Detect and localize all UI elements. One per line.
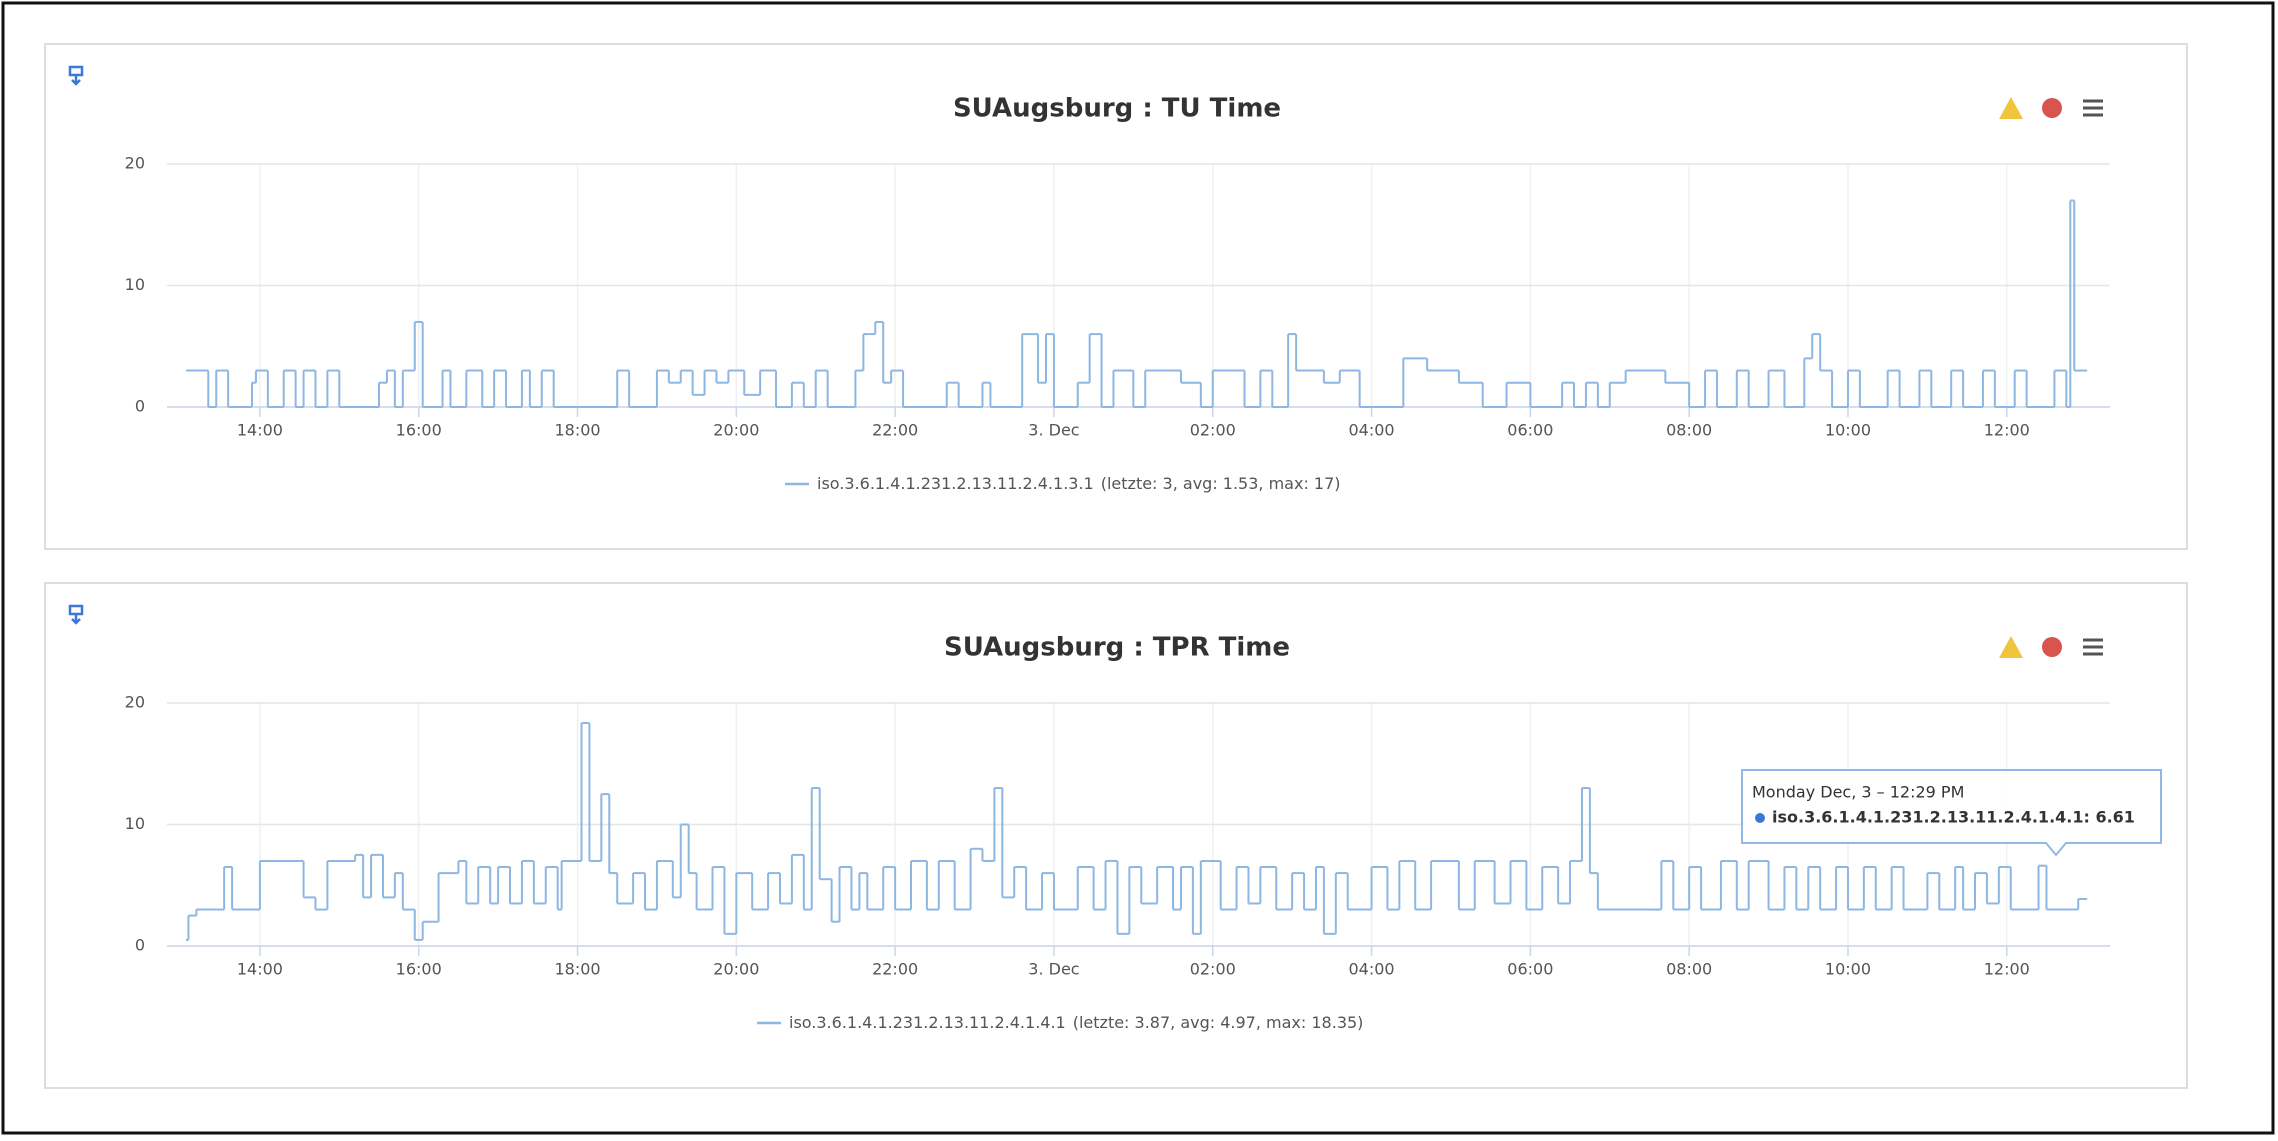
alert-icon[interactable] [2042, 98, 2062, 118]
x-tick-label: 06:00 [1507, 421, 1553, 440]
x-tick-label: 08:00 [1666, 421, 1712, 440]
warning-icon[interactable] [1999, 97, 2023, 119]
x-tick-label: 16:00 [396, 421, 442, 440]
legend-name: iso.3.6.1.4.1.231.2.13.11.2.4.1.4.1 [789, 1013, 1066, 1032]
x-tick-label: 08:00 [1666, 960, 1712, 979]
export-icon[interactable] [68, 65, 84, 86]
step-risers [187, 723, 2080, 940]
legend-entry[interactable]: iso.3.6.1.4.1.231.2.13.11.2.4.1.4.1 (letz… [789, 1013, 1363, 1032]
tooltip-dot [1755, 813, 1765, 823]
x-tick-label: 04:00 [1348, 421, 1394, 440]
y-tick-label: 0 [135, 397, 145, 416]
x-tick-label: 22:00 [872, 960, 918, 979]
y-tick-label: 20 [125, 154, 145, 173]
tooltip-label: iso.3.6.1.4.1.231.2.13.11.2.4.1.4.1: 6.6… [1772, 808, 2135, 827]
alert-icon[interactable] [2042, 637, 2062, 657]
x-tick-label: 14:00 [237, 960, 283, 979]
y-tick-label: 10 [125, 275, 145, 294]
x-tick-label: 3. Dec [1028, 421, 1079, 440]
step-risers [207, 200, 2076, 407]
x-tick-label: 12:00 [1984, 960, 2030, 979]
x-tick-label: 3. Dec [1028, 960, 1079, 979]
x-tick-label: 12:00 [1984, 421, 2030, 440]
legend-name: iso.3.6.1.4.1.231.2.13.11.2.4.1.3.1 [817, 474, 1094, 493]
x-tick-label: 06:00 [1507, 960, 1553, 979]
tooltip-box [1741, 769, 2162, 857]
x-tick-label: 18:00 [554, 421, 600, 440]
x-tick-label: 02:00 [1190, 421, 1236, 440]
panel-box [44, 43, 2188, 550]
x-tick-label: 18:00 [554, 960, 600, 979]
legend-stats: (letzte: 3.87, avg: 4.97, max: 18.35) [1073, 1013, 1364, 1032]
tooltip-title: Monday Dec, 3 – 12:29 PM [1752, 783, 1964, 802]
chart-title: SUAugsburg : TU Time [953, 94, 1281, 124]
y-tick-label: 20 [125, 693, 145, 712]
menu-icon[interactable] [2083, 99, 2103, 117]
chart-panel: SUAugsburg : TU Time 14:00 16:00 18:00 20:00… [44, 43, 2188, 550]
warning-icon[interactable] [1999, 636, 2023, 658]
x-tick-label: 22:00 [872, 421, 918, 440]
chart-panel: SUAugsburg : TPR Time 14:00 16:00 18:00 20:0… [44, 582, 2188, 1089]
x-tick-label: 04:00 [1348, 960, 1394, 979]
x-tick-label: 20:00 [713, 960, 759, 979]
menu-icon[interactable] [2083, 638, 2103, 656]
chart-title: SUAugsburg : TPR Time [944, 633, 1290, 663]
legend-entry[interactable]: iso.3.6.1.4.1.231.2.13.11.2.4.1.3.1 (letz… [817, 474, 1341, 493]
x-tick-label: 10:00 [1825, 421, 1871, 440]
x-tick-label: 20:00 [713, 421, 759, 440]
y-tick-label: 10 [125, 814, 145, 833]
export-icon[interactable] [68, 604, 84, 625]
x-tick-label: 16:00 [396, 960, 442, 979]
x-tick-label: 02:00 [1190, 960, 1236, 979]
y-tick-label: 0 [135, 936, 145, 955]
legend-stats: (letzte: 3, avg: 1.53, max: 17) [1101, 474, 1341, 493]
x-tick-label: 14:00 [237, 421, 283, 440]
x-tick-label: 10:00 [1825, 960, 1871, 979]
